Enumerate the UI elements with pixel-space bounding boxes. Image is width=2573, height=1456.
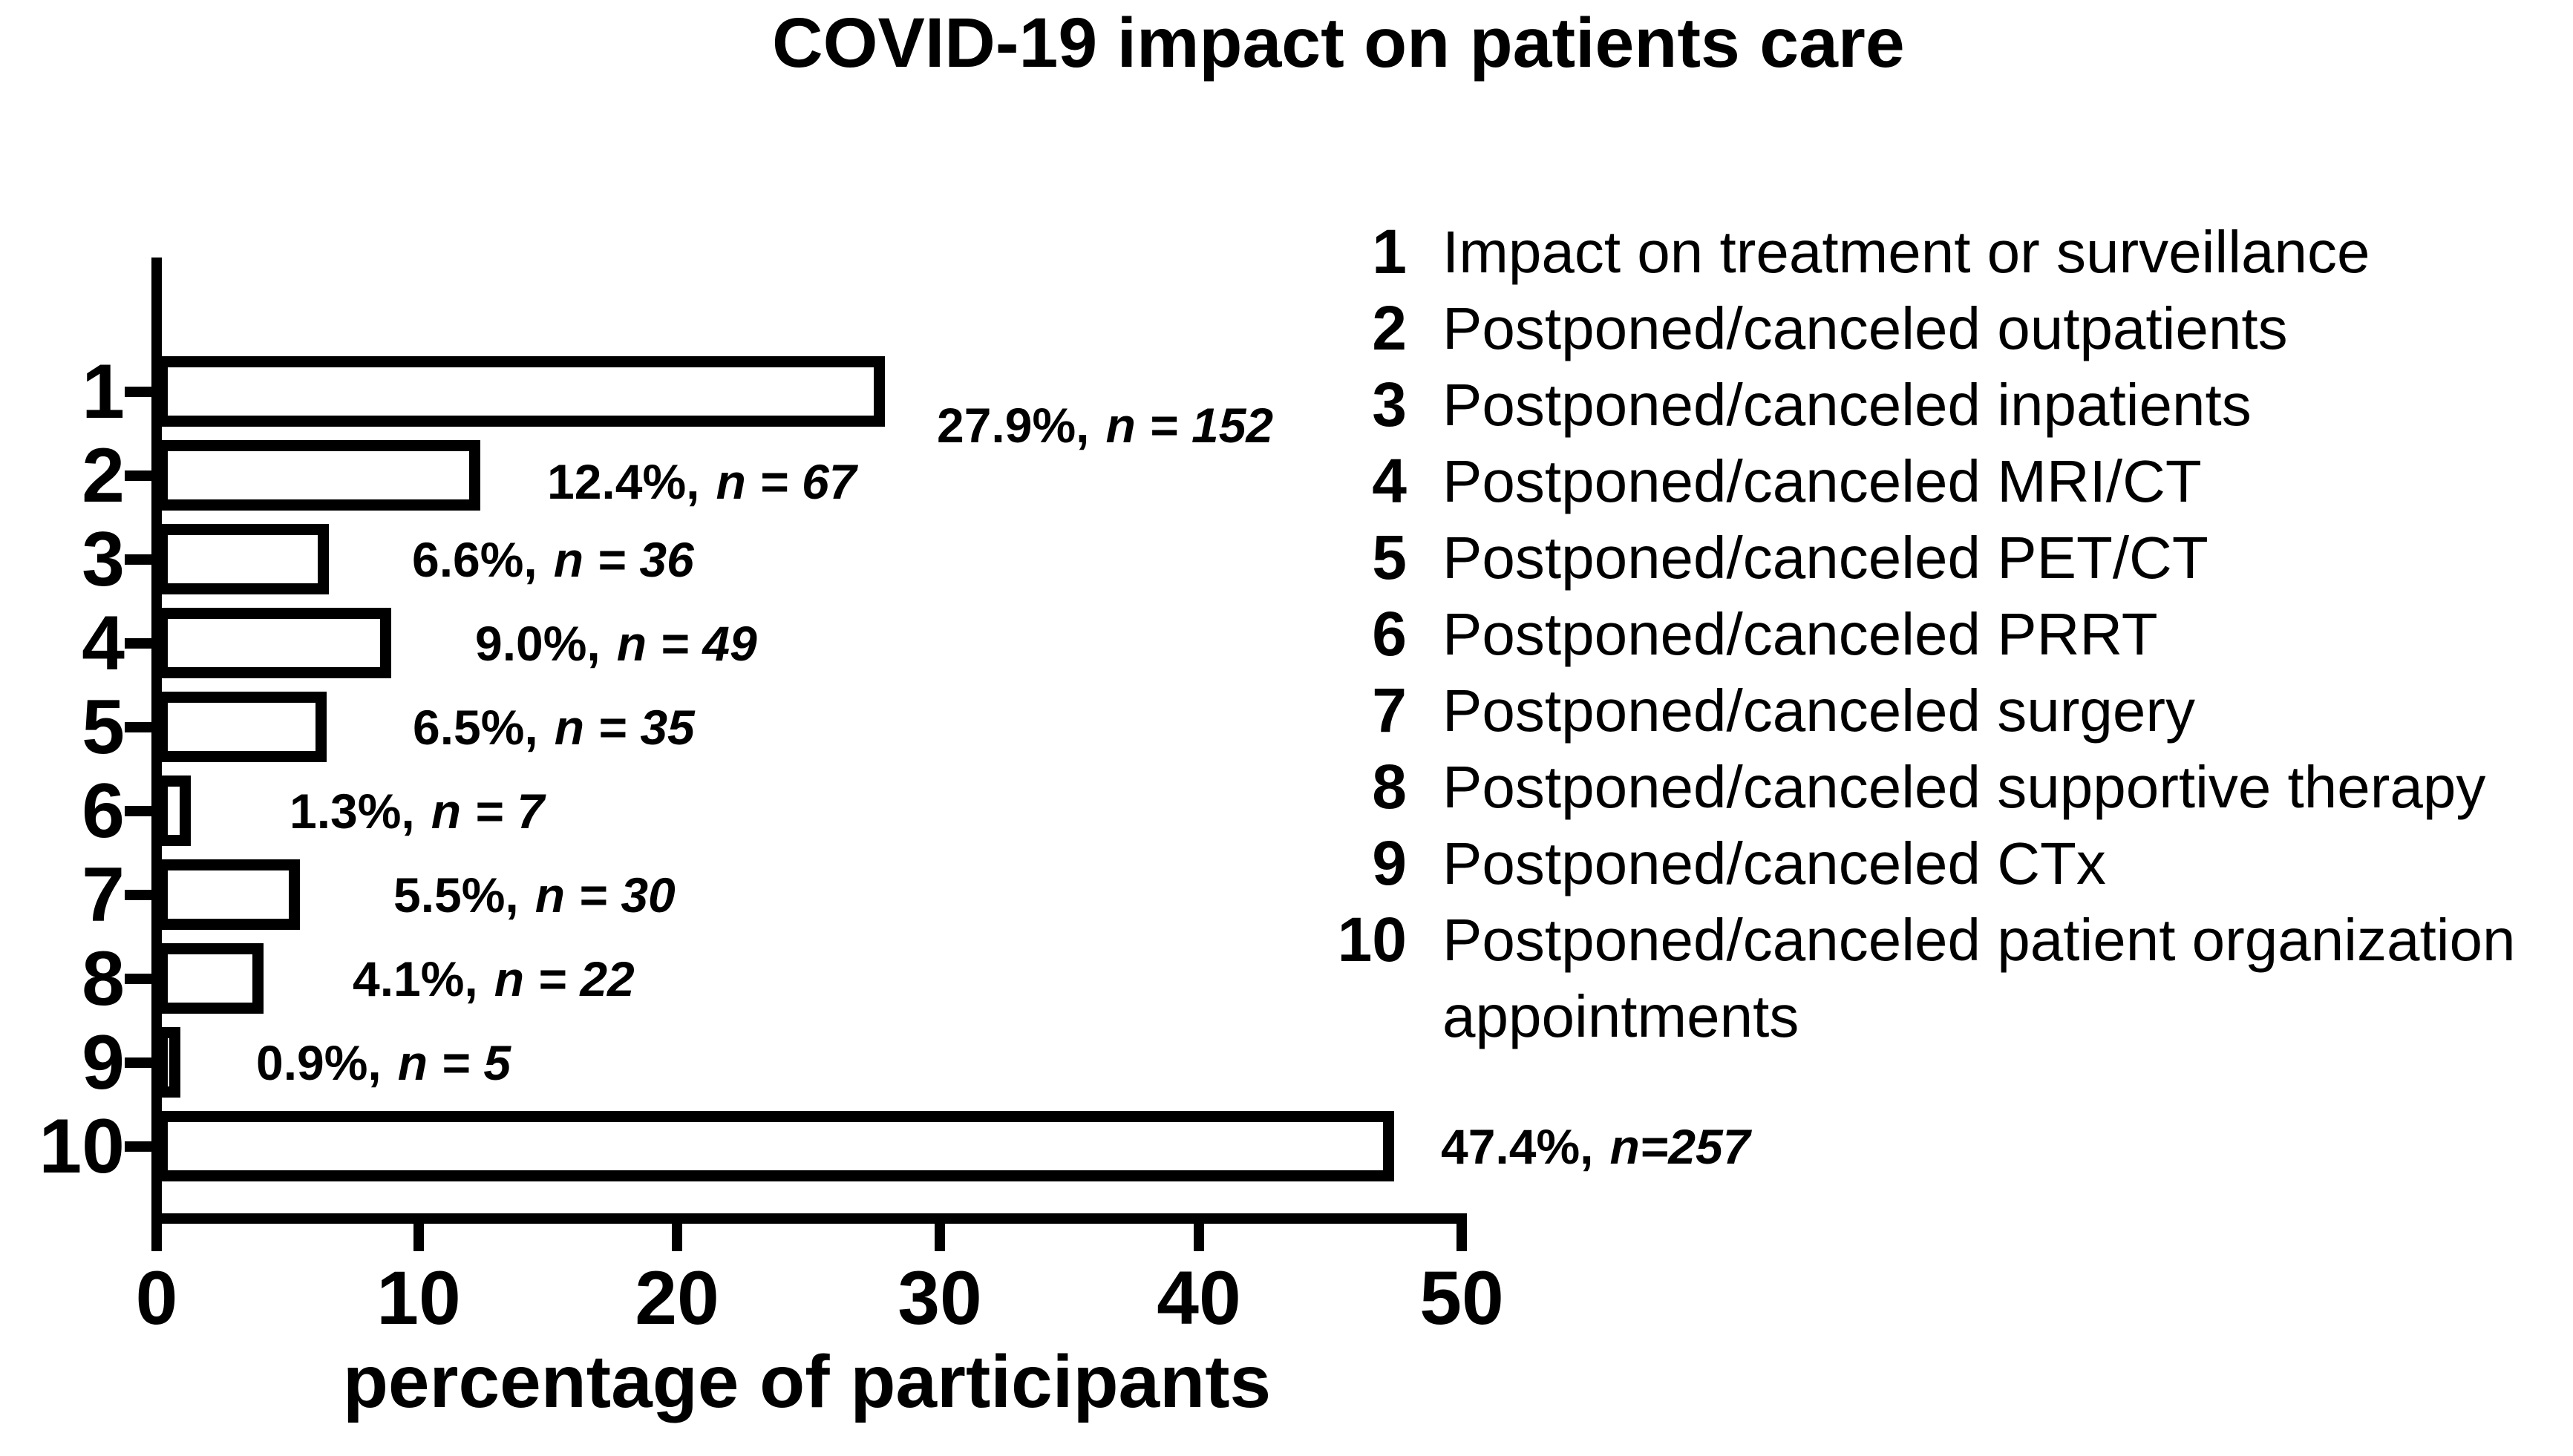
legend-item-label: Postponed/canceled PET/CT [1442,525,2209,591]
bar [157,692,327,762]
percent-value: 47.4%, [1441,1119,1594,1174]
x-tick-label: 30 [898,1256,982,1340]
percent-value: 1.3%, [290,784,415,839]
percent-value: 4.1%, [353,951,478,1006]
y-tick-label: 6 [82,768,125,854]
n-count: n = 5 [397,1035,511,1090]
y-tick-label: 9 [82,1020,125,1106]
bar [157,440,480,511]
y-tick [125,1057,151,1068]
x-tick [413,1224,424,1251]
bar [157,356,885,427]
x-axis-title: percentage of participants [342,1340,1272,1423]
n-count: n = 30 [534,868,676,922]
y-tick-label: 1 [82,349,125,435]
y-tick-label: 7 [82,852,125,938]
y-tick-label: 2 [82,433,125,519]
n-count: n=257 [1609,1119,1750,1174]
n-count: n = 152 [1105,398,1274,453]
bar-value-label: 47.4%, n=257 [1441,1117,1750,1176]
legend-item-label: Impact on treatment or surveillance [1442,219,2370,285]
x-tick-label: 0 [135,1256,178,1340]
legend-item-label: appointments [1442,983,1799,1049]
n-count: n = 49 [616,616,757,671]
y-tick-label: 8 [82,936,125,1022]
legend-item-label: Postponed/canceled MRI/CT [1442,448,2202,514]
x-tick [151,1224,162,1251]
x-tick [672,1224,682,1251]
bar [157,608,391,678]
x-axis-line [151,1213,1467,1224]
x-tick [1456,1224,1467,1251]
percent-value: 9.0%, [475,616,601,671]
y-tick [125,554,151,565]
legend-item-label: Postponed/canceled outpatients [1442,295,2288,361]
y-tick [125,1141,151,1152]
y-tick-label: 10 [39,1104,125,1190]
legend-item-number: 4 [1372,446,1407,516]
bar [157,1027,180,1098]
legend-item-number: 9 [1372,828,1407,898]
legend-item-label: Postponed/canceled inpatients [1442,372,2252,438]
n-count: n = 67 [716,454,857,509]
bar [157,859,300,930]
y-tick [125,806,151,816]
legend-item-label: Postponed/canceled PRRT [1442,601,2158,667]
legend-item-number: 7 [1372,675,1407,745]
percent-value: 5.5%, [393,868,519,922]
chart-title: COVID-19 impact on patients care [772,4,1905,82]
bar-value-label: 0.9%, n = 5 [256,1033,511,1092]
legend-item-number: 3 [1372,370,1407,439]
n-count: n = 7 [431,784,545,839]
legend-item-label: Postponed/canceled supportive therapy [1442,754,2486,820]
legend-item-number: 5 [1372,522,1407,592]
bar-value-label: 1.3%, n = 7 [290,781,544,841]
bar-value-label: 5.5%, n = 30 [393,865,676,925]
legend-item-number: 8 [1372,752,1407,822]
legend-item-number: 10 [1337,905,1407,974]
x-tick-label: 20 [635,1256,719,1340]
x-tick [1194,1224,1204,1251]
legend-item-number: 2 [1372,293,1407,363]
y-tick-label: 3 [82,517,125,603]
y-tick [125,470,151,481]
x-tick-label: 50 [1419,1256,1504,1340]
bar-value-label: 6.5%, n = 35 [413,698,695,757]
n-count: n = 35 [554,700,695,755]
legend-item-label: Postponed/canceled patient organization [1442,907,2516,973]
bar [157,943,264,1014]
percent-value: 27.9%, [937,398,1090,453]
bar-value-label: 12.4%, n = 67 [547,452,856,511]
x-tick [935,1224,945,1251]
bar-value-label: 9.0%, n = 49 [475,614,757,673]
bar-value-label: 6.6%, n = 36 [412,530,694,589]
legend-item-label: Postponed/canceled surgery [1442,678,2195,744]
x-tick-label: 10 [376,1256,461,1340]
legend-item-number: 1 [1372,217,1407,286]
y-tick-label: 4 [82,600,125,686]
bar-value-label: 27.9%, n = 152 [937,396,1273,455]
y-tick [125,890,151,900]
percent-value: 6.6%, [412,532,537,587]
percent-value: 12.4%, [547,454,700,509]
y-tick [125,974,151,984]
bar [157,524,329,594]
legend-item-number: 6 [1372,599,1407,669]
x-tick-label: 40 [1157,1256,1241,1340]
bar [157,1111,1394,1181]
percent-value: 0.9%, [256,1035,382,1090]
y-tick [125,638,151,649]
bar-value-label: 4.1%, n = 22 [353,949,635,1009]
bar [157,775,191,846]
n-count: n = 36 [553,532,694,587]
percent-value: 6.5%, [413,700,538,755]
n-count: n = 22 [494,951,635,1006]
y-tick [125,722,151,732]
legend-item-label: Postponed/canceled CTx [1442,830,2106,896]
y-tick [125,387,151,397]
y-tick-label: 5 [82,684,125,770]
